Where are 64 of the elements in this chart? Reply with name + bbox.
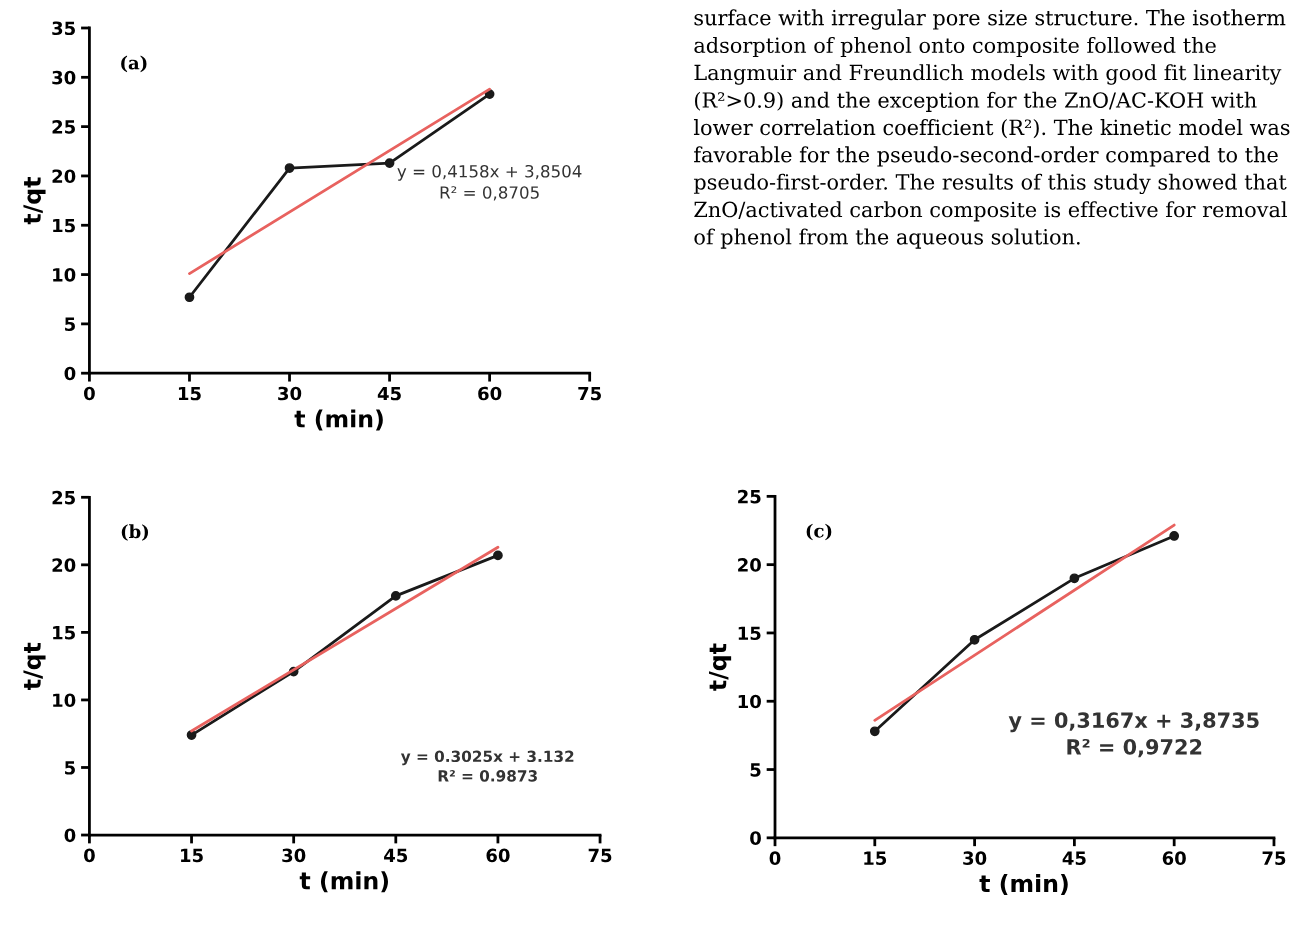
y-tick-label: 25 <box>52 490 75 505</box>
point <box>869 726 880 737</box>
y-tick-label: 15 <box>738 626 761 641</box>
point <box>384 158 395 168</box>
annotation: R² = 0,8705 <box>440 186 539 201</box>
text: surface with irregular pore size structure. The isotherm adsorption of phenol onto composite followed the Langmuir and Freundlich models with good fit linearity (R²>0.9) and the exception for the ZnO/AC-KOH with lower correlation coefficient (R²). The kinetic model was favorable for the pseudo-second-order compared to the pseudo-first-order. The results of this study showed that ZnO/activated carbon composite is effective for removal of phenol from the aqueous solution. <box>693 9 1290 249</box>
y-tick-label: 5 <box>65 761 75 775</box>
annotation: (b) <box>121 524 149 541</box>
point <box>184 292 195 303</box>
y-tick-label: 5 <box>750 763 761 777</box>
y-tick-label: 35 <box>52 21 75 36</box>
point <box>284 163 295 173</box>
y-tick-label: 20 <box>52 169 76 184</box>
y-tick-label: 30 <box>52 70 76 85</box>
y-tick-label: 15 <box>53 626 75 640</box>
x-tick-label: 0 <box>769 851 781 865</box>
annotation: (c) <box>806 523 832 541</box>
x-axis-title: t (min) <box>294 409 383 431</box>
x-tick-label: 15 <box>178 386 201 401</box>
x-tick-label: 15 <box>864 851 887 865</box>
y-axis-title: t/qt <box>709 643 732 691</box>
y-tick-label: 10 <box>53 693 76 708</box>
y-tick-label: 10 <box>53 268 76 282</box>
x-tick-label: 45 <box>1062 851 1086 865</box>
x-tick-label: 30 <box>282 848 306 863</box>
x-axis-title: t (min) <box>299 871 388 893</box>
x-tick-label: 0 <box>84 386 95 401</box>
y-axis-title: t/qt <box>23 642 46 690</box>
x-tick-label: 60 <box>486 848 510 863</box>
point <box>493 550 503 561</box>
point <box>1069 573 1080 584</box>
y-tick-label: 25 <box>738 489 761 504</box>
x-tick-label: 30 <box>278 386 302 401</box>
x-axis-title: t (min) <box>979 874 1068 896</box>
y-tick-label: 10 <box>738 694 761 709</box>
annotation: R² = 0,9722 <box>1067 738 1202 758</box>
annotation: (a) <box>121 55 147 73</box>
point <box>186 730 197 740</box>
y-tick-label: 0 <box>64 366 76 381</box>
x-tick-label: 75 <box>588 848 612 863</box>
y-tick-label: 15 <box>53 218 75 233</box>
y-tick-label: 5 <box>65 317 75 331</box>
x-tick-label: 45 <box>377 386 401 401</box>
annotation: R² = 0.9873 <box>438 770 537 782</box>
y-tick-label: 25 <box>52 120 75 134</box>
y-tick-label: 20 <box>738 558 761 572</box>
x-tick-label: 60 <box>478 386 502 401</box>
x-tick-label: 75 <box>1262 851 1286 865</box>
x-tick-label: 75 <box>578 386 601 401</box>
annotation: y = 0.3025x + 3.132 <box>400 750 574 766</box>
x-tick-label: 0 <box>84 848 95 863</box>
point <box>1169 531 1180 541</box>
y-tick-label: 20 <box>52 558 76 572</box>
point <box>390 591 401 601</box>
x-tick-label: 30 <box>963 851 987 865</box>
x-tick-label: 45 <box>384 848 408 863</box>
y-tick-label: 0 <box>750 831 761 845</box>
point <box>969 634 980 645</box>
annotation: y = 0,3167x + 3,8735 <box>1008 712 1259 733</box>
x-tick-label: 15 <box>181 848 203 863</box>
y-tick-label: 0 <box>64 828 76 843</box>
annotation: y = 0,4158x + 3,8504 <box>397 164 582 181</box>
y-axis-title: t/qt <box>23 177 46 225</box>
x-tick-label: 60 <box>1162 851 1186 865</box>
